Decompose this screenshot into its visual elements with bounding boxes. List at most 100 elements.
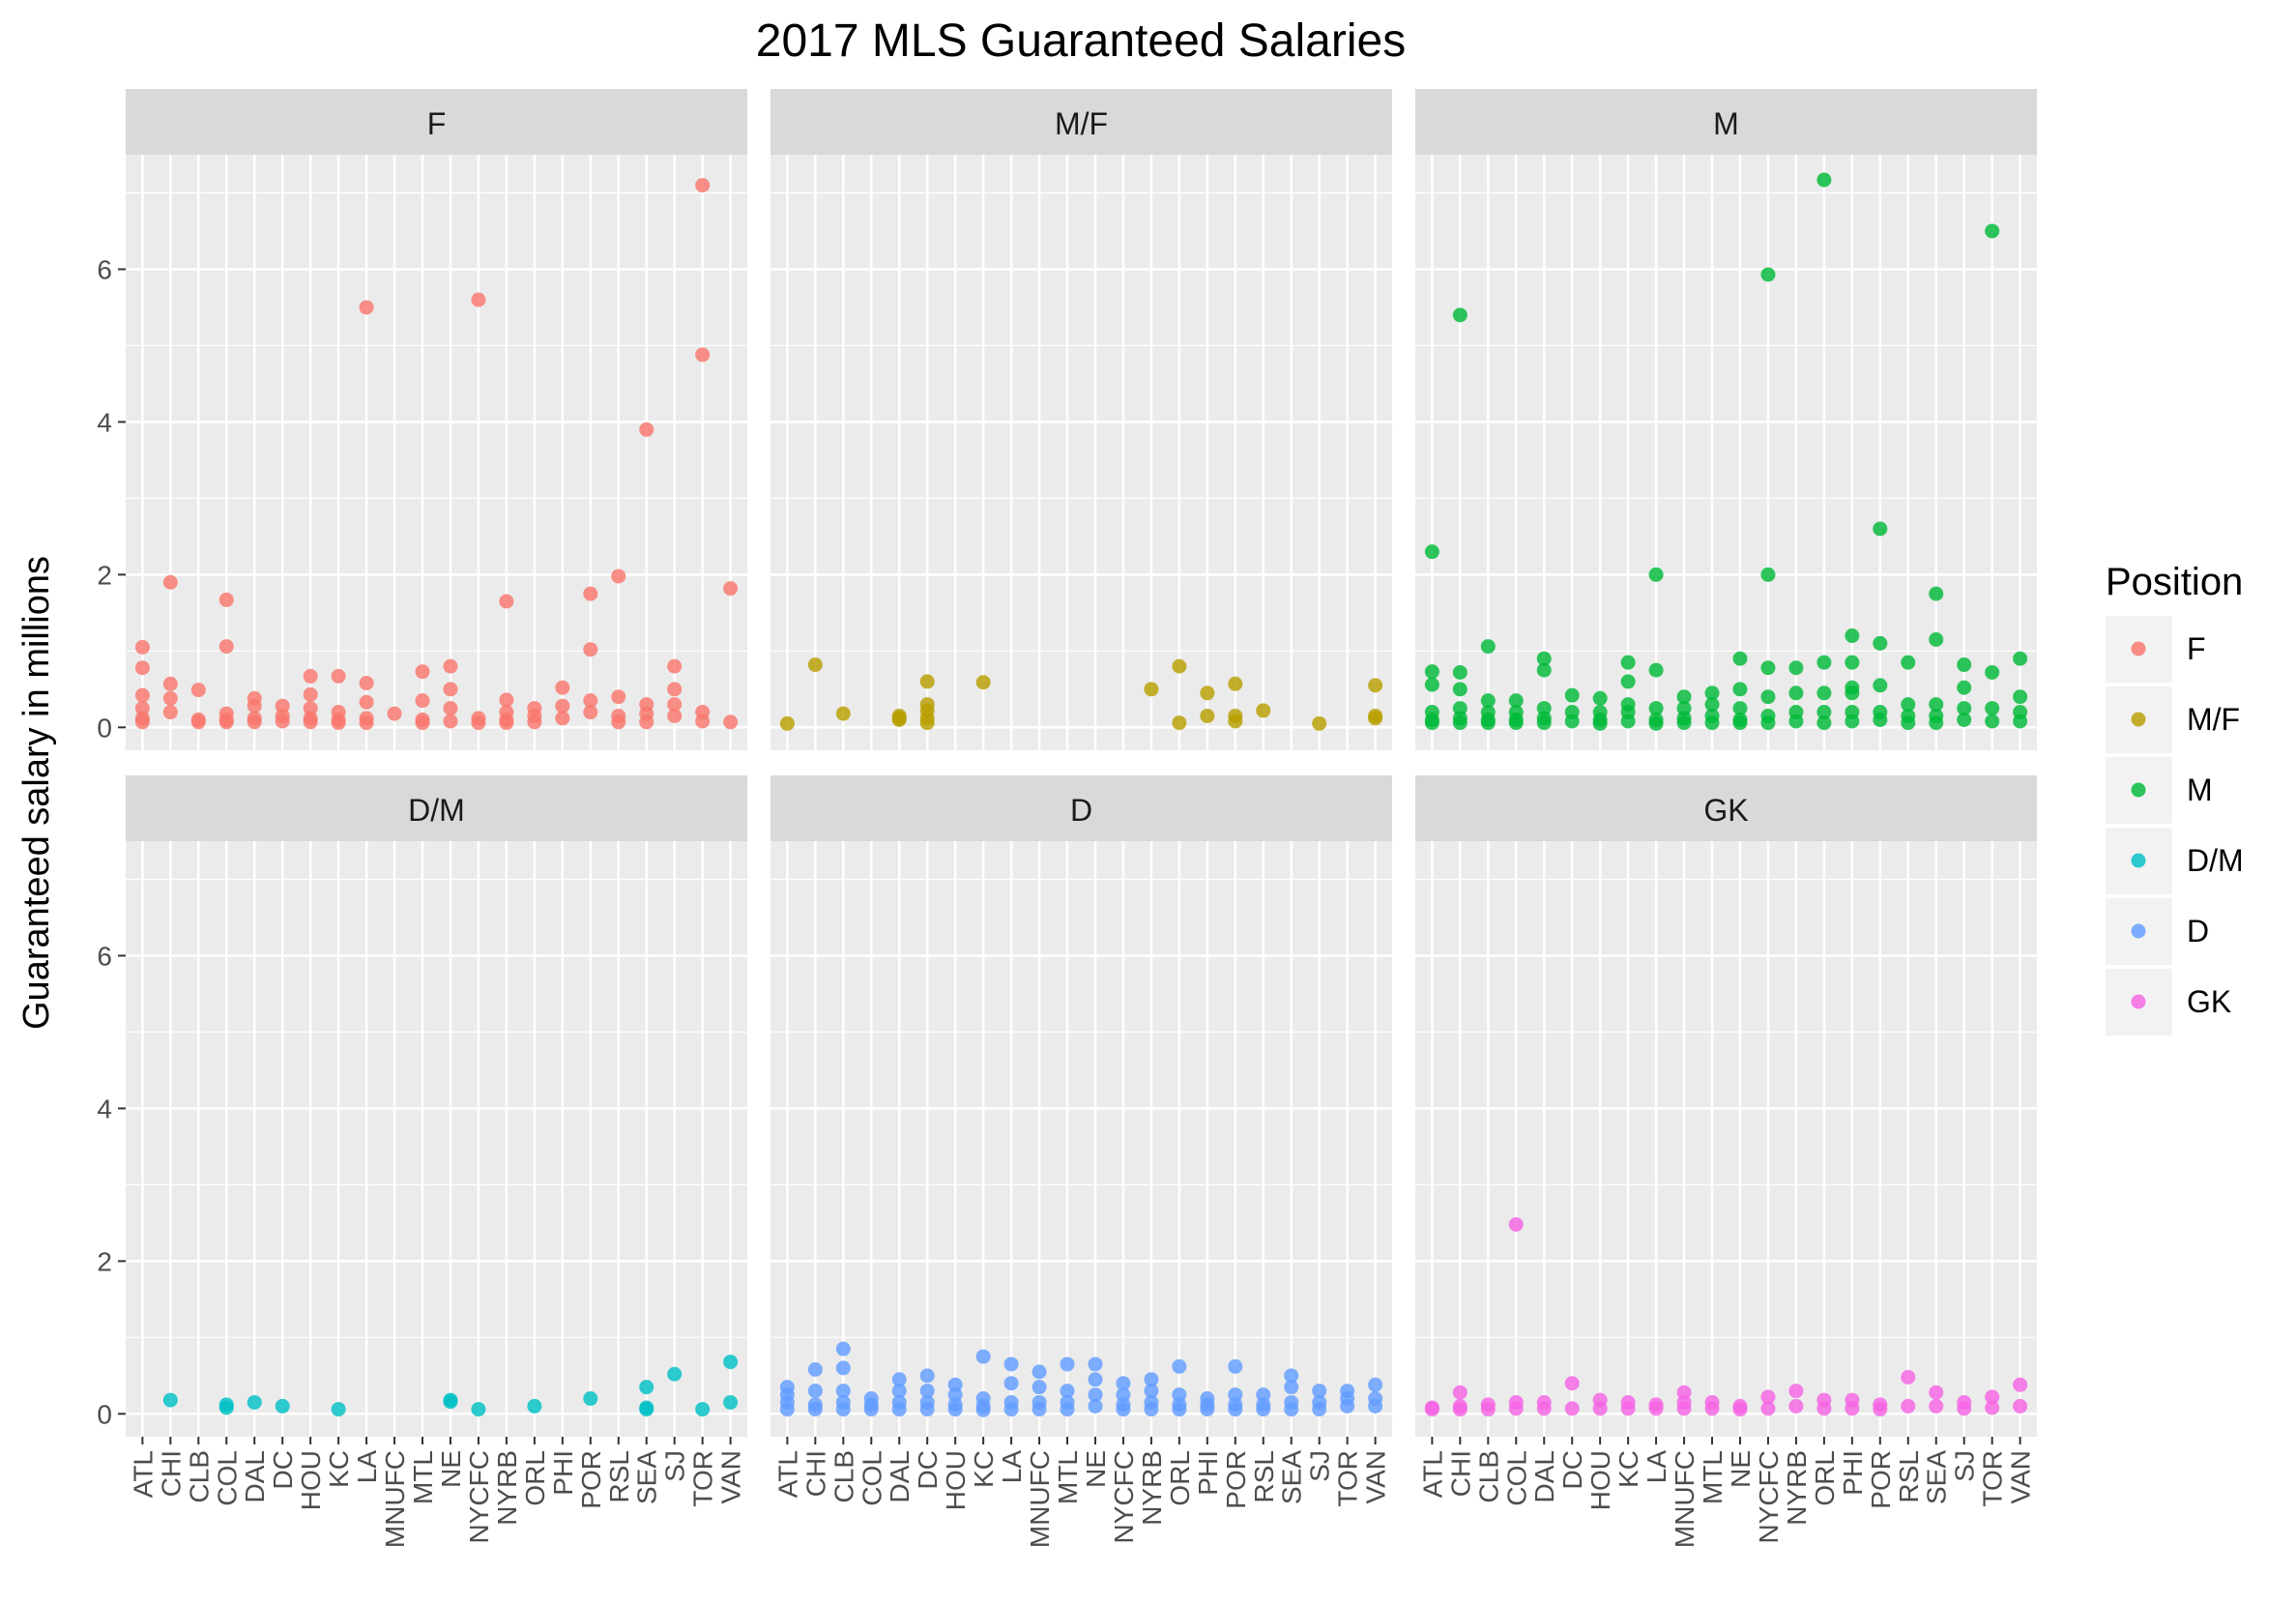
data-point [835,1341,851,1356]
x-tick-label: MTL [408,1450,438,1504]
y-tick-label: 6 [97,941,112,971]
data-point [695,1402,711,1417]
data-point [471,715,486,731]
data-point [443,682,458,697]
panel-gk: GK ATLCHICLBCOLDALDCHOUKCLAMNUFCMTLNENYCF… [1415,775,2037,1548]
data-point [1116,1387,1131,1403]
data-point [303,686,318,702]
data-point [275,714,290,729]
data-point [695,178,711,193]
data-point [639,422,654,437]
data-point [1368,678,1383,693]
x-tick-label: COL [1501,1450,1531,1506]
data-point [667,697,683,713]
data-point [807,1384,823,1399]
data-point [1788,1384,1804,1399]
data-point [1845,655,1860,670]
x-tick-label: PHI [1193,1450,1223,1496]
legend-marker [2131,853,2146,868]
data-point [1760,660,1776,676]
data-point [1228,676,1243,691]
x-tick-label: ORL [1810,1450,1840,1506]
x-tick-label: VAN [2006,1450,2036,1504]
x-tick-label: NYCFC [1754,1450,1784,1543]
data-point [387,706,402,721]
data-point [1957,657,1972,673]
data-point [162,690,178,706]
data-point [527,715,542,730]
x-tick-label: NE [1726,1450,1756,1488]
x-tick-label: CHI [1445,1450,1475,1497]
data-point [1873,678,1888,693]
data-point [134,687,150,703]
x-tick-label: DC [913,1450,943,1489]
data-point [415,715,430,731]
data-point [779,1402,795,1417]
data-point [1144,1384,1159,1399]
data-point [190,715,206,730]
data-point [1256,1402,1271,1417]
data-point [1228,1387,1243,1403]
data-point [1312,1402,1327,1417]
panel-background [1415,155,2037,750]
x-tick-label: DC [1557,1450,1587,1489]
data-point [1816,172,1832,188]
data-point [471,1402,486,1417]
data-point [1676,1385,1692,1400]
data-point [190,683,206,698]
data-point [807,1402,823,1417]
data-point [947,1377,963,1392]
legend-entry-d: D [2106,898,2209,965]
data-point [1788,1398,1804,1414]
x-tick-label: NYCFC [1109,1450,1139,1543]
data-point [1312,715,1327,731]
data-point [1032,1380,1047,1395]
data-point [611,715,626,730]
data-point [1480,639,1496,655]
data-point [723,1394,739,1410]
x-tick-label: NE [436,1450,466,1488]
legend-marker [2131,923,2146,939]
data-point [1620,1401,1636,1416]
data-point [1845,1401,1860,1416]
x-tick-label: RSL [1894,1450,1924,1502]
data-point [275,698,290,714]
panel-dm: D/M0246ATLCHICLBCOLDALDCHOUKCLAMNUFCMTLN… [97,775,747,1548]
data-point [1256,1387,1271,1403]
x-tick-label: RSL [1249,1450,1279,1502]
data-point [919,1402,935,1417]
data-point [1452,682,1468,697]
data-point [695,347,711,363]
x-tick-label: SEA [1922,1450,1952,1504]
data-point [1873,521,1888,537]
x-tick-label: KC [969,1450,999,1488]
data-point [499,715,514,731]
data-point [723,1355,739,1370]
data-point [1873,712,1888,727]
data-point [583,586,598,601]
data-point [1480,1402,1496,1417]
strip-background [126,775,747,841]
x-tick-label: NYRB [492,1450,522,1526]
x-tick-label: ORL [520,1450,550,1506]
data-point [1536,701,1552,716]
panel-background [770,841,1392,1437]
x-tick-label: MNUFC [1670,1450,1700,1548]
data-point [1901,1398,1916,1414]
x-tick-label: MTL [1698,1450,1728,1504]
data-point [1032,1402,1047,1417]
x-tick-label: DAL [1529,1450,1559,1502]
data-point [1452,1402,1468,1417]
data-point [1985,1400,2000,1415]
data-point [1845,714,1860,729]
legend-label: M/F [2187,702,2240,737]
data-point [2013,1398,2028,1414]
data-point [639,1402,654,1417]
legend-entry-gk: GK [2106,969,2231,1035]
data-point [1929,697,1944,713]
data-point [1648,567,1664,582]
panel-m: M [1415,89,2037,750]
data-point [162,705,178,720]
data-point [1592,690,1608,706]
data-point [555,698,570,714]
